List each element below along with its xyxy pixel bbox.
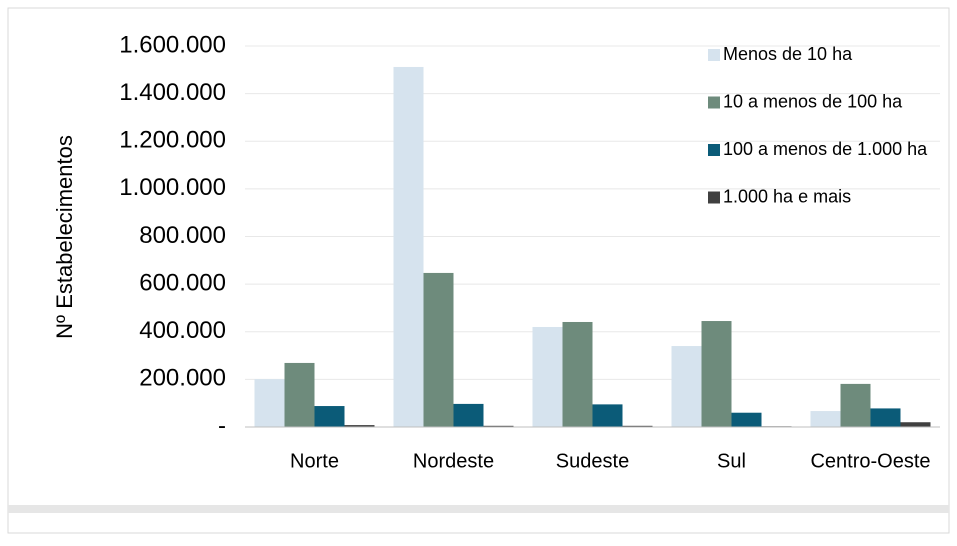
- legend-label: Menos de 10 ha: [723, 44, 853, 64]
- bar: [672, 346, 702, 427]
- legend-swatch: [708, 192, 720, 204]
- x-tick-label: Sudeste: [556, 450, 629, 472]
- y-tick-label: 1.200.000: [119, 127, 226, 154]
- y-tick-label: 200.000: [139, 365, 226, 392]
- bar: [593, 404, 623, 427]
- bar: [454, 404, 484, 427]
- bar: [841, 384, 871, 427]
- bar: [563, 322, 593, 427]
- y-tick-label: 1.600.000: [119, 31, 226, 58]
- y-tick-label: -: [218, 412, 226, 439]
- x-tick-label: Norte: [290, 450, 339, 472]
- bar: [533, 327, 563, 427]
- bar: [315, 406, 345, 427]
- legend-swatch: [708, 49, 720, 61]
- y-tick-label: 800.000: [139, 222, 226, 249]
- legend-swatch: [708, 97, 720, 109]
- y-tick-label: 1.400.000: [119, 79, 226, 106]
- y-axis-label: Nº Estabelecimentos: [52, 135, 77, 339]
- bar: [811, 411, 841, 427]
- legend-label: 100 a menos de 1.000 ha: [723, 139, 928, 159]
- bar: [394, 67, 424, 427]
- legend-label: 10 a menos de 100 ha: [723, 91, 903, 111]
- y-tick-label: 400.000: [139, 317, 226, 344]
- y-tick-label: 1.000.000: [119, 174, 226, 201]
- x-tick-label: Centro-Oeste: [810, 450, 930, 472]
- x-tick-label: Sul: [717, 450, 746, 472]
- y-tick-label: 600.000: [139, 269, 226, 296]
- decor-band: [8, 505, 949, 513]
- bar: [901, 422, 931, 427]
- legend-label: 1.000 ha e mais: [723, 186, 851, 206]
- bar: [424, 273, 454, 427]
- chart: Nº Estabelecimentos - 200.000 400.000 600.0…: [0, 0, 957, 541]
- x-tick-label: Nordeste: [413, 450, 494, 472]
- bar: [255, 379, 285, 427]
- bar: [285, 363, 315, 427]
- bar: [871, 408, 901, 427]
- bar: [732, 413, 762, 427]
- bar: [702, 321, 732, 427]
- legend-swatch: [708, 144, 720, 156]
